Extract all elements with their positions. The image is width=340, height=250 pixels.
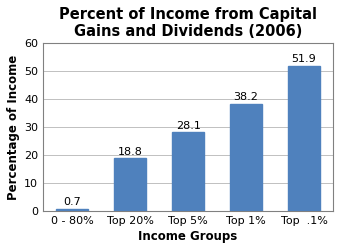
Bar (172, 132, 204, 211)
Text: 28.1: 28.1 (176, 120, 201, 130)
Y-axis label: Percentage of Income: Percentage of Income (7, 54, 20, 200)
Bar (56, 209, 88, 211)
Text: 38.2: 38.2 (234, 92, 258, 102)
Bar (288, 66, 320, 211)
Bar (114, 158, 146, 211)
Text: 51.9: 51.9 (292, 54, 316, 64)
Text: 0.7: 0.7 (63, 197, 81, 207)
Title: Percent of Income from Capital
Gains and Dividends (2006): Percent of Income from Capital Gains and… (59, 7, 317, 39)
Bar (230, 104, 262, 211)
Text: 18.8: 18.8 (118, 146, 142, 156)
X-axis label: Income Groups: Income Groups (138, 230, 238, 243)
